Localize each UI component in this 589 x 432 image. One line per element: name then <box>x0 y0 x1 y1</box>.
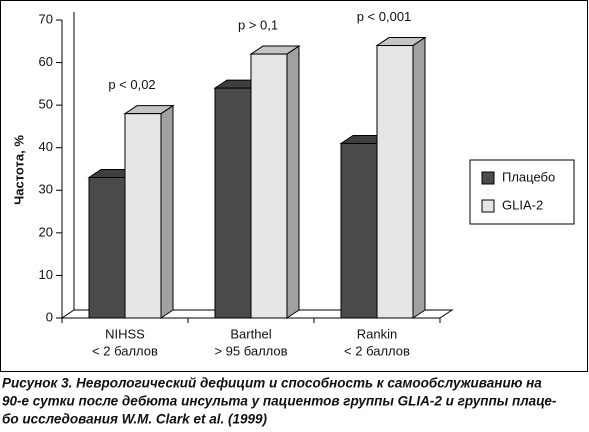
x-tick-label: Rankin <box>357 326 397 341</box>
x-tick-label: Barthel <box>230 326 271 341</box>
y-tick-label: 50 <box>39 97 53 112</box>
annotation: p < 0,001 <box>357 9 412 24</box>
legend-swatch <box>481 199 495 213</box>
x-tick-label: NIHSS <box>105 326 145 341</box>
bar-side <box>412 36 426 319</box>
annotation: p < 0,02 <box>108 77 155 92</box>
y-tick-label: 20 <box>39 224 53 239</box>
legend-label: Плацебо <box>502 169 555 184</box>
bar-side <box>286 45 300 319</box>
caption-line: бо исследования W.M. Clark et al. (1999) <box>2 412 267 427</box>
legend-swatch <box>481 171 495 185</box>
bar <box>124 113 162 319</box>
caption-line: 90-е сутки после дебюта инсульта у пацие… <box>2 394 557 409</box>
y-tick-label: 70 <box>39 11 53 26</box>
y-tick-label: 60 <box>39 54 53 69</box>
frame <box>0 0 588 372</box>
x-tick-label: < 2 баллов <box>92 343 158 358</box>
bar <box>340 142 378 319</box>
bar <box>376 45 414 319</box>
y-tick-label: 40 <box>39 139 53 154</box>
legend-label: GLIA-2 <box>502 197 543 212</box>
x-tick-label: < 2 баллов <box>344 343 410 358</box>
y-tick-label: 30 <box>39 182 53 197</box>
caption-line: Рисунок 3. Неврологический дефицит и спо… <box>2 376 542 391</box>
y-axis-label: Частота, % <box>11 135 26 205</box>
bar <box>250 53 288 319</box>
bar-side <box>160 104 174 319</box>
bar <box>88 177 126 319</box>
legend-box <box>469 159 575 225</box>
bar <box>214 87 252 319</box>
x-tick-label: > 95 баллов <box>214 343 287 358</box>
y-tick-label: 10 <box>39 267 53 282</box>
annotation: p > 0,1 <box>238 17 278 32</box>
y-tick-label: 0 <box>46 309 53 324</box>
